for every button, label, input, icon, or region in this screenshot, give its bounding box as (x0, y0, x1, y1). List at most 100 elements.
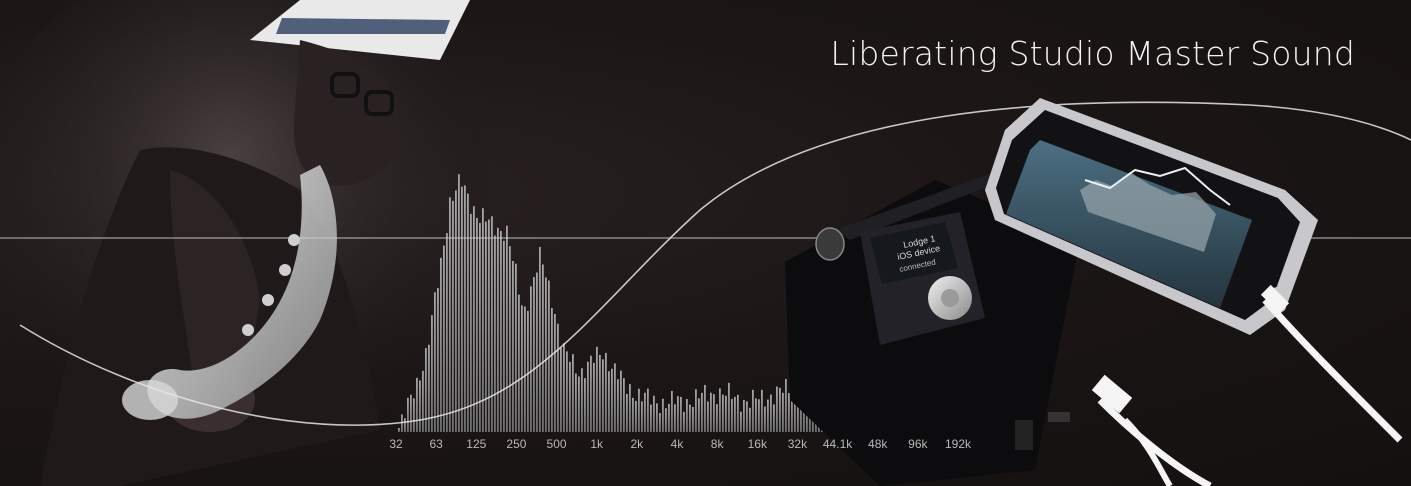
spectrum-bar (452, 200, 454, 432)
spectrum-bar (716, 404, 718, 432)
usb-connector (1091, 374, 1133, 414)
glasses-left (330, 72, 360, 98)
saxophone-bell (122, 380, 178, 420)
phone-eq-curve (1084, 166, 1231, 206)
spectrum-bar (560, 347, 562, 432)
spectrum-bar (650, 404, 652, 432)
spectrum-bar (788, 392, 790, 432)
sax-key (262, 294, 274, 306)
spectrum-bar (626, 393, 628, 432)
spectrum-bar (482, 208, 484, 432)
spectrum-bar (686, 398, 688, 432)
spectrum-bar (731, 398, 733, 432)
spectrum-bar (494, 235, 496, 432)
device-top-edge (835, 170, 1010, 240)
spectrum-bar (659, 413, 661, 432)
spectrum-bar (572, 354, 574, 432)
spectrum-bar (503, 240, 505, 432)
spectrum-bar (473, 206, 475, 432)
spectrum-bar (605, 352, 607, 432)
frequency-label: 63 (429, 437, 443, 451)
spectrum-bar (563, 343, 565, 432)
spectrum-bar (728, 382, 730, 432)
spectrum-bar (602, 359, 604, 432)
frequency-label: 4k (670, 437, 684, 451)
spectrum-bar (476, 217, 478, 432)
frequency-label: 16k (747, 437, 767, 451)
spectrum-bar (641, 401, 643, 432)
spectrum-bar (497, 227, 499, 432)
lightning-cable-device (1097, 397, 1212, 486)
spectrum-bar (455, 190, 457, 432)
spectrum-bar (614, 363, 616, 432)
spectrum-bar (587, 361, 589, 432)
spectrum-bar (773, 404, 775, 432)
frequency-label: 250 (506, 437, 527, 451)
spectrum-bar (461, 186, 463, 432)
spectrum-bar (668, 403, 670, 432)
spectrum-bar (629, 384, 631, 432)
spectrum-bar (545, 277, 547, 432)
spectrum-bar (620, 370, 622, 432)
spectrum-bar (539, 246, 541, 432)
spectrum-bar (458, 174, 460, 432)
spectrum-bar (581, 368, 583, 432)
spectrum-bar (527, 310, 529, 432)
spectrum-bar (713, 394, 715, 432)
spectrum-bar (623, 378, 625, 432)
spectrum-bar (407, 397, 409, 432)
sweep-curve (19, 101, 1411, 426)
spectrum-bar (707, 401, 709, 432)
spectrum-bar (524, 306, 526, 432)
spectrum-bar (644, 392, 646, 432)
spectrum-bar (725, 395, 727, 432)
spectrum-bar (689, 404, 691, 432)
spectrum-bar (515, 263, 517, 432)
spectrum-bar (761, 389, 763, 432)
spectrum-bar (719, 388, 721, 432)
glasses-right (364, 90, 394, 116)
spectrum-bar (764, 406, 766, 432)
spectrum-bar (767, 399, 769, 432)
spectrum-bar (695, 389, 697, 432)
saxophone-body (147, 165, 337, 419)
spectrum-bar (485, 221, 487, 432)
spectrum-bar (593, 362, 595, 432)
spectrum-bar (416, 377, 418, 432)
spectrum-bar (779, 387, 781, 432)
spectrum-bar (734, 396, 736, 432)
portable-amplifier-device: Lodge 1 iOS device connected (785, 170, 1080, 486)
spectrum-bar (599, 354, 601, 432)
spectrum-bar (413, 398, 415, 432)
spectrum-bar (521, 305, 523, 432)
spectrum-bar (596, 346, 598, 432)
spectrum-bar (677, 396, 679, 432)
spectrum-bar (743, 399, 745, 432)
spectrum-bar (569, 361, 571, 432)
spectrum-bar (755, 398, 757, 432)
spectrum-bar (428, 344, 430, 432)
spectrum-bar (398, 428, 400, 432)
spectrum-bar (509, 246, 511, 432)
spectrum-bar (776, 386, 778, 432)
spectrum-bar (551, 308, 553, 432)
spectrum-bar (575, 373, 577, 432)
spectrum-bar (431, 315, 433, 432)
spectrum-bar (479, 222, 481, 432)
spectrum-bar (704, 384, 706, 432)
saxophonist-figure (40, 0, 470, 486)
spectrum-bar (653, 395, 655, 432)
phone-spectrum (1080, 172, 1216, 252)
spectrum-bar (710, 392, 712, 432)
spectrum-bar (698, 398, 700, 432)
control-wheel-center (941, 289, 959, 307)
head (293, 40, 400, 186)
spectrum-bar (611, 368, 613, 432)
sax-key (242, 324, 254, 336)
spectrum-bar (584, 378, 586, 432)
spectrum-bar (542, 264, 544, 432)
spectrum-bar (440, 257, 442, 432)
device-display (870, 222, 958, 284)
spectrum-bar (491, 216, 493, 432)
